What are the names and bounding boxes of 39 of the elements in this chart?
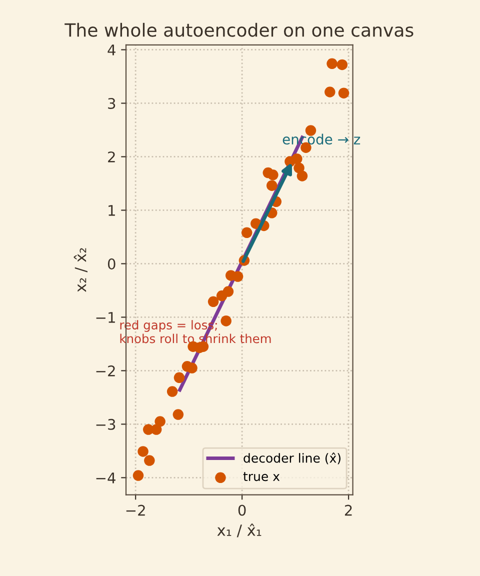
point — [266, 180, 278, 191]
point — [166, 386, 178, 397]
point — [138, 446, 148, 457]
point — [216, 290, 228, 302]
point — [186, 362, 198, 374]
point — [324, 86, 336, 98]
point — [144, 455, 155, 466]
point — [132, 470, 144, 481]
y-tick-label: −4 — [96, 472, 116, 484]
point — [241, 227, 252, 238]
point — [220, 316, 232, 326]
y-tick-label: −1 — [96, 312, 115, 323]
y-tick-label: 0 — [108, 258, 116, 270]
point — [336, 59, 348, 70]
point — [268, 170, 278, 180]
point — [174, 372, 185, 384]
chart-title: The whole autoencoder on one canvas — [64, 22, 414, 37]
y-tick-label: 2 — [108, 151, 115, 162]
point — [326, 58, 338, 70]
x-axis-title: x₁ / x̂₁ — [217, 524, 262, 538]
point — [150, 424, 162, 435]
y-tick-label: −3 — [96, 418, 116, 430]
point — [338, 88, 350, 98]
point — [172, 409, 184, 420]
point — [208, 296, 219, 308]
x-tick-label: 2 — [344, 504, 352, 516]
legend-label: decoder line (x̂) — [244, 452, 340, 464]
point — [292, 153, 302, 164]
x-tick-label: 0 — [238, 504, 246, 516]
point — [296, 170, 308, 182]
y-tick-label: 3 — [108, 98, 116, 109]
y-axis-title: x₂ / x̂₂ — [74, 248, 88, 292]
legend-label: true x — [243, 472, 280, 482]
point — [154, 416, 166, 427]
y-tick-label: −2 — [96, 365, 115, 376]
x-tick-label: −2 — [126, 504, 145, 516]
point — [232, 271, 244, 282]
y-tick-label: 1 — [108, 205, 115, 216]
y-tick-label: 4 — [108, 44, 116, 56]
